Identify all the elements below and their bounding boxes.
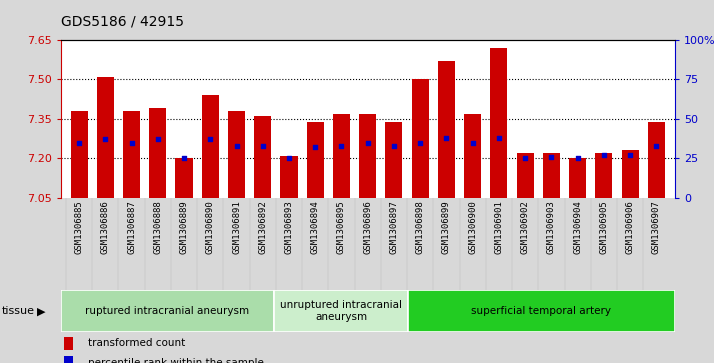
Text: GSM1306900: GSM1306900 — [468, 201, 477, 254]
Text: ▶: ▶ — [37, 306, 46, 316]
Point — [441, 135, 452, 141]
Bar — [64, 356, 73, 363]
Text: GSM1306897: GSM1306897 — [389, 201, 398, 254]
Text: GSM1306888: GSM1306888 — [154, 201, 162, 254]
Point — [231, 143, 242, 148]
Bar — [622, 150, 638, 198]
Point — [520, 155, 531, 161]
Point — [467, 140, 478, 146]
Bar — [333, 114, 350, 198]
Text: transformed count: transformed count — [89, 338, 186, 348]
Text: GSM1306903: GSM1306903 — [547, 201, 556, 254]
Bar — [254, 116, 271, 198]
Point — [336, 143, 347, 148]
Point — [283, 155, 295, 161]
Point — [204, 136, 216, 142]
Bar — [149, 109, 166, 198]
Text: GSM1306905: GSM1306905 — [599, 201, 608, 254]
Text: GSM1306890: GSM1306890 — [206, 201, 215, 254]
Bar — [307, 122, 323, 198]
Text: unruptured intracranial
aneurysm: unruptured intracranial aneurysm — [280, 301, 402, 322]
Bar — [71, 111, 88, 198]
Bar — [274, 290, 408, 332]
Text: GDS5186 / 42915: GDS5186 / 42915 — [61, 15, 183, 29]
Text: GSM1306885: GSM1306885 — [74, 201, 84, 254]
Point — [126, 140, 137, 146]
Bar — [595, 153, 613, 198]
Text: GSM1306893: GSM1306893 — [284, 201, 293, 254]
Bar — [491, 48, 508, 198]
Text: superficial temporal artery: superficial temporal artery — [471, 306, 611, 316]
Text: GSM1306904: GSM1306904 — [573, 201, 582, 254]
Point — [415, 140, 426, 146]
Point — [388, 143, 400, 148]
Bar — [543, 153, 560, 198]
Bar — [359, 114, 376, 198]
Text: GSM1306898: GSM1306898 — [416, 201, 425, 254]
Point — [650, 143, 662, 148]
Point — [493, 135, 505, 141]
Point — [309, 144, 321, 150]
Point — [152, 136, 164, 142]
Bar — [228, 111, 245, 198]
Text: GSM1306894: GSM1306894 — [311, 201, 320, 254]
Bar — [202, 95, 218, 198]
Bar — [517, 153, 533, 198]
Text: GSM1306901: GSM1306901 — [494, 201, 503, 254]
Bar — [64, 337, 73, 350]
Text: percentile rank within the sample: percentile rank within the sample — [89, 358, 264, 363]
Bar — [648, 122, 665, 198]
Text: tissue: tissue — [2, 306, 35, 316]
Point — [257, 143, 268, 148]
Point — [99, 136, 111, 142]
Point — [572, 155, 583, 161]
Bar — [408, 290, 675, 332]
Text: GSM1306886: GSM1306886 — [101, 201, 110, 254]
Text: GSM1306906: GSM1306906 — [625, 201, 635, 254]
Bar — [281, 156, 298, 198]
Text: GSM1306891: GSM1306891 — [232, 201, 241, 254]
Bar — [464, 114, 481, 198]
Text: GSM1306899: GSM1306899 — [442, 201, 451, 254]
Text: GSM1306895: GSM1306895 — [337, 201, 346, 254]
Bar — [438, 61, 455, 198]
Text: GSM1306887: GSM1306887 — [127, 201, 136, 254]
Text: GSM1306896: GSM1306896 — [363, 201, 372, 254]
Text: GSM1306907: GSM1306907 — [652, 201, 661, 254]
Bar — [176, 158, 193, 198]
Text: GSM1306902: GSM1306902 — [521, 201, 530, 254]
Point — [625, 152, 636, 158]
Text: GSM1306892: GSM1306892 — [258, 201, 267, 254]
Bar — [97, 77, 114, 198]
Bar — [61, 290, 274, 332]
Point — [74, 140, 85, 146]
Text: GSM1306889: GSM1306889 — [179, 201, 188, 254]
Point — [362, 140, 373, 146]
Text: ruptured intracranial aneurysm: ruptured intracranial aneurysm — [86, 306, 249, 316]
Point — [545, 154, 557, 160]
Bar — [123, 111, 140, 198]
Point — [598, 152, 610, 158]
Bar — [569, 158, 586, 198]
Bar — [412, 79, 428, 198]
Point — [178, 155, 190, 161]
Bar — [386, 122, 403, 198]
